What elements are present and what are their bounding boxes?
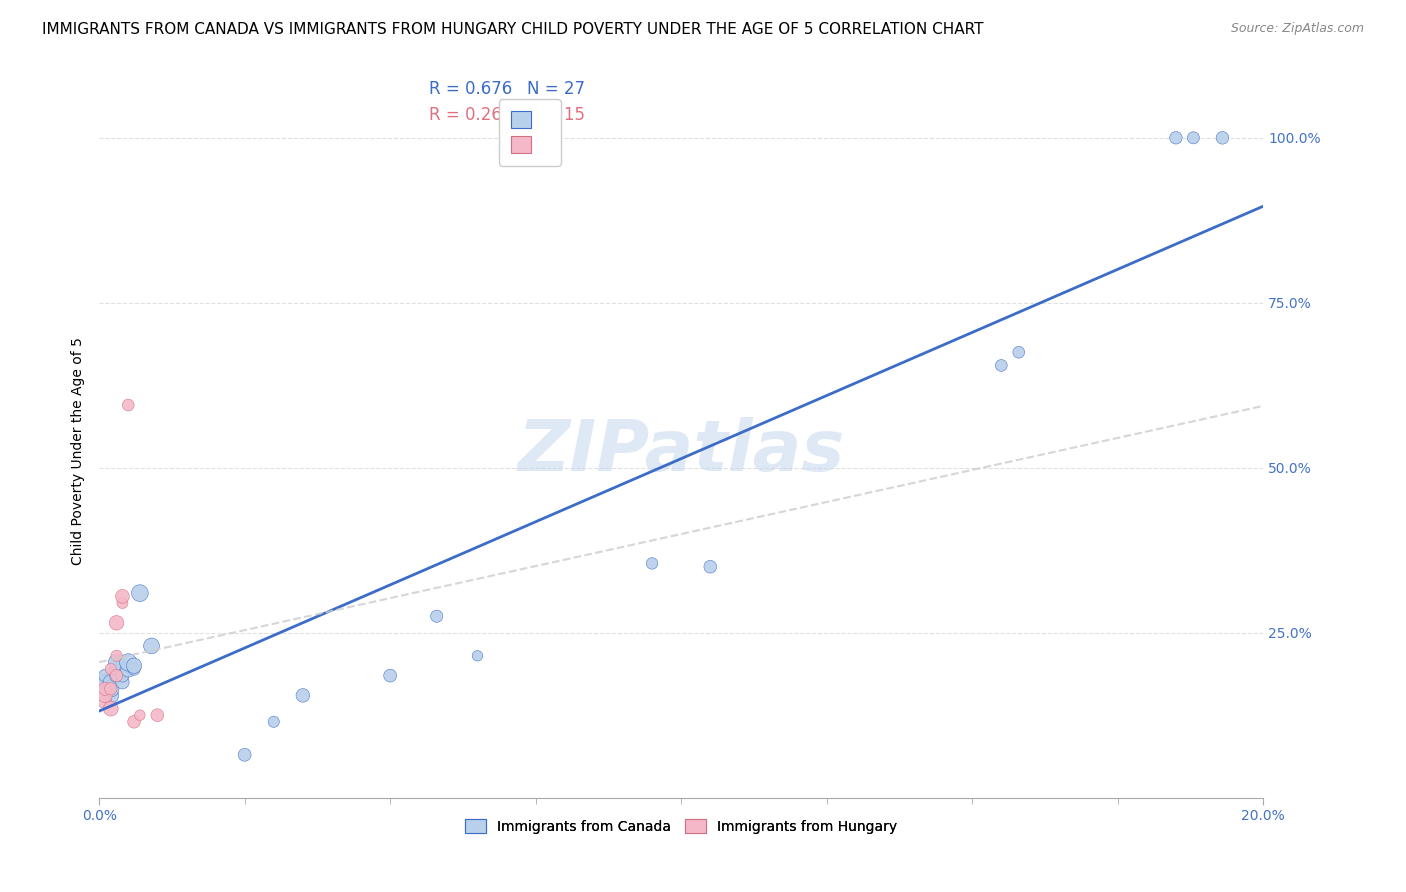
Point — [117, 656, 139, 670]
Point — [100, 681, 122, 696]
Point — [1008, 345, 1031, 359]
Point — [1164, 130, 1187, 145]
Point — [233, 747, 256, 762]
Point — [467, 648, 489, 663]
Point — [105, 615, 128, 630]
Point — [100, 701, 122, 715]
Point — [128, 708, 150, 723]
Point — [105, 648, 128, 663]
Point — [117, 662, 139, 676]
Point — [111, 590, 134, 604]
Point — [699, 559, 721, 574]
Point — [146, 708, 169, 723]
Legend: Immigrants from Canada, Immigrants from Hungary: Immigrants from Canada, Immigrants from … — [460, 814, 903, 839]
Text: R = 0.676: R = 0.676 — [429, 79, 512, 97]
Point — [94, 695, 117, 709]
Point — [990, 359, 1012, 373]
Text: N = 15: N = 15 — [527, 105, 585, 123]
Point — [94, 689, 117, 703]
Point — [291, 689, 314, 703]
Text: ZIPatlas: ZIPatlas — [517, 417, 845, 486]
Point — [105, 656, 128, 670]
Point — [426, 609, 449, 624]
Point — [100, 689, 122, 703]
Text: R = 0.261: R = 0.261 — [429, 105, 512, 123]
Point — [128, 586, 150, 600]
Point — [94, 668, 117, 682]
Point — [111, 675, 134, 690]
Point — [641, 557, 664, 571]
Point — [100, 675, 122, 690]
Text: IMMIGRANTS FROM CANADA VS IMMIGRANTS FROM HUNGARY CHILD POVERTY UNDER THE AGE OF: IMMIGRANTS FROM CANADA VS IMMIGRANTS FRO… — [42, 22, 984, 37]
Point — [263, 714, 285, 729]
Point — [378, 668, 401, 682]
Point — [111, 596, 134, 610]
Point — [100, 662, 122, 676]
Point — [105, 668, 128, 682]
Text: N = 27: N = 27 — [527, 79, 585, 97]
Point — [1182, 130, 1205, 145]
Point — [94, 681, 117, 696]
Point — [105, 668, 128, 682]
Point — [111, 668, 134, 682]
Point — [105, 662, 128, 676]
Point — [141, 639, 163, 653]
Point — [117, 398, 139, 412]
Point — [122, 658, 145, 673]
Point — [94, 675, 117, 690]
Point — [100, 681, 122, 696]
Point — [122, 662, 145, 676]
Y-axis label: Child Poverty Under the Age of 5: Child Poverty Under the Age of 5 — [72, 337, 86, 566]
Text: Source: ZipAtlas.com: Source: ZipAtlas.com — [1230, 22, 1364, 36]
Point — [122, 714, 145, 729]
Point — [1211, 130, 1233, 145]
